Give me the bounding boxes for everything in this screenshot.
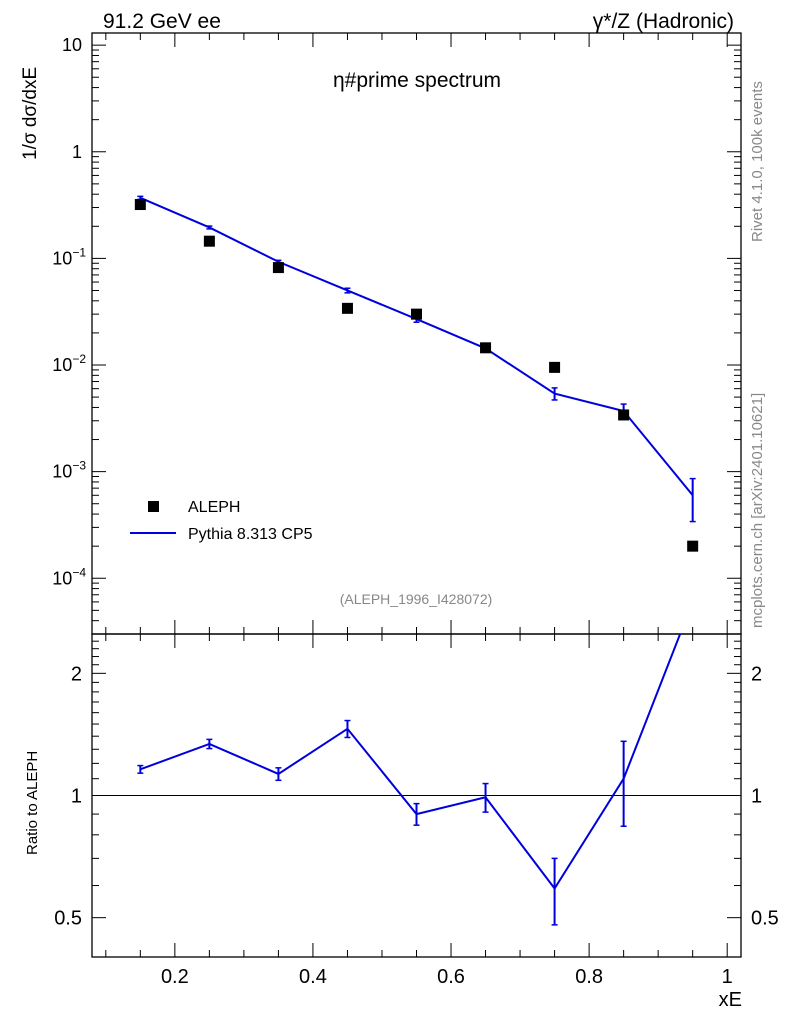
x-tick-label: 0.6 — [437, 966, 465, 988]
x-tick-label: 0.8 — [575, 966, 603, 988]
header-right: γ*/Z (Hadronic) — [593, 10, 734, 33]
legend: ALEPH Pythia 8.313 CP5 — [130, 499, 313, 543]
main-y-tick-label: 10−3 — [52, 459, 86, 482]
analysis-tag: (ALEPH_1996_I428072) — [340, 591, 493, 607]
ratio-plot: 2 2 1 1 0.5 0.5 0.2 0.4 0.6 0.8 1 — [54, 634, 779, 988]
main-plot-frame — [91, 32, 742, 635]
aleph-point — [480, 342, 492, 354]
mcplots-label: mcplots.cern.ch [arXiv:2401.10621] — [749, 393, 766, 628]
x-tick-label: 0.2 — [161, 966, 189, 988]
aleph-point — [203, 235, 215, 247]
x-axis-label: xE — [719, 989, 742, 1011]
aleph-point — [411, 308, 422, 320]
main-plot: 10 1 10−1 10−2 10−3 10−4 — [52, 33, 741, 635]
y-axis-label-ratio: Ratio to ALEPH — [24, 751, 41, 855]
aleph-point — [549, 361, 561, 373]
aleph-point — [687, 540, 699, 552]
aleph-point — [272, 262, 284, 274]
ratio-y-tick-label: 0.5 — [54, 908, 82, 930]
main-y-tick-label: 10 — [62, 35, 82, 55]
header-left: 91.2 GeV ee — [103, 10, 221, 33]
main-y-tick-label: 10−2 — [52, 352, 86, 375]
x-tick-label: 0.4 — [299, 966, 327, 988]
ratio-y-tick-label-right: 2 — [751, 663, 762, 685]
legend-label-pythia: Pythia 8.313 CP5 — [188, 526, 313, 543]
legend-marker-aleph — [148, 501, 159, 512]
ratio-y-tick-label: 2 — [71, 663, 82, 685]
aleph-point — [341, 302, 353, 314]
main-y-tick-label: 10−4 — [52, 565, 86, 588]
main-y-tick-label: 10−1 — [52, 245, 86, 268]
plot-title: η#prime spectrum — [333, 69, 501, 92]
ratio-y-tick-label-right: 0.5 — [751, 908, 779, 930]
y-axis-label-main: 1/σ dσ/dxE — [20, 67, 41, 160]
aleph-point — [618, 409, 630, 421]
legend-label-aleph: ALEPH — [188, 499, 240, 516]
ratio-y-tick-label: 1 — [71, 786, 82, 808]
main-y-tick-label: 1 — [72, 142, 82, 162]
rivet-label: Rivet 4.1.0, 100k events — [749, 81, 766, 242]
x-tick-label: 1 — [722, 966, 733, 988]
aleph-point — [134, 199, 146, 211]
ratio-line — [139, 634, 682, 891]
ratio-y-tick-label-right: 1 — [751, 786, 762, 808]
pythia-line — [139, 196, 694, 496]
